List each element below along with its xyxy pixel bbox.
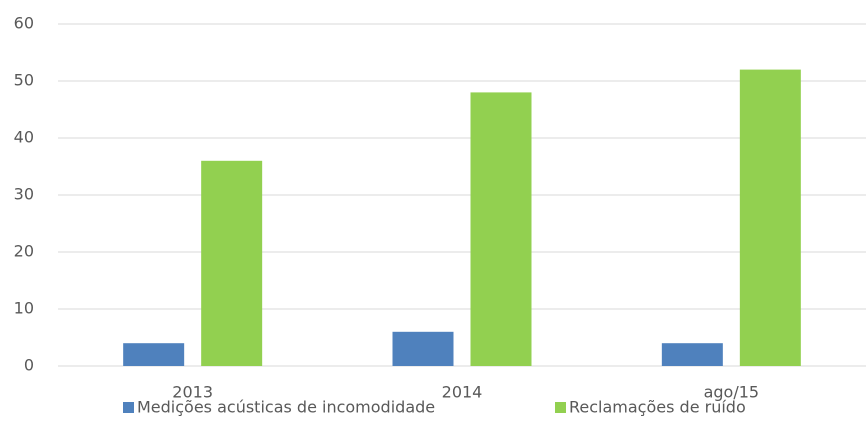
y-tick-label: 40	[14, 128, 34, 147]
bar	[392, 331, 454, 366]
y-tick-label: 0	[24, 356, 34, 375]
bar	[201, 160, 263, 366]
x-tick-label: 2013	[172, 383, 213, 402]
y-tick-label: 30	[14, 185, 34, 204]
legend-swatch	[123, 402, 134, 413]
bar	[661, 343, 723, 366]
legend-label: Medições acústicas de incomodidade	[137, 398, 435, 417]
legend-swatch	[555, 402, 566, 413]
x-tick-label: ago/15	[704, 383, 760, 402]
legend-label: Reclamações de ruído	[569, 398, 746, 417]
y-tick-label: 60	[14, 14, 34, 33]
x-tick-label: 2014	[442, 383, 483, 402]
y-tick-label: 50	[14, 71, 34, 90]
bar	[739, 69, 801, 366]
y-tick-label: 10	[14, 299, 34, 318]
bar	[470, 92, 532, 367]
bar	[123, 343, 185, 366]
y-tick-label: 20	[14, 242, 34, 261]
